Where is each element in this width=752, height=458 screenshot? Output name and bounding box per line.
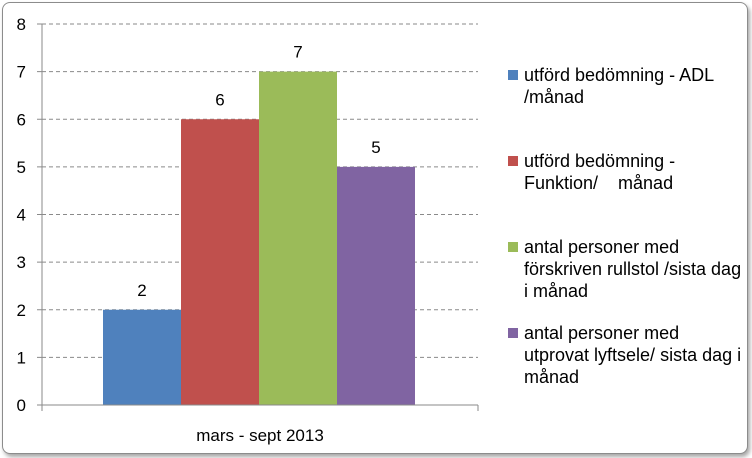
data-label: 7 — [293, 43, 302, 62]
y-tick-label: 6 — [17, 110, 26, 129]
y-tick-label: 3 — [17, 253, 26, 272]
bar — [103, 309, 181, 405]
legend-label-adl: utförd bedömning - ADL /månad — [524, 65, 719, 107]
x-category-label: mars - sept 2013 — [196, 426, 324, 445]
data-label: 5 — [371, 138, 380, 157]
legend-swatch-rullstol — [508, 242, 518, 252]
bar — [181, 119, 259, 405]
bar — [259, 71, 337, 405]
bar — [337, 166, 415, 405]
legend-swatch-adl — [508, 70, 518, 80]
data-label: 2 — [137, 281, 146, 300]
y-tick-label: 2 — [17, 301, 26, 320]
legend-label-rullstol: antal personer med förskriven rullstol /… — [524, 237, 747, 301]
y-tick-label: 7 — [17, 63, 26, 82]
legend-label-funktion: utförd bedömning - Funktion/ månad — [524, 151, 681, 193]
legend-swatch-lyftsele — [508, 328, 518, 338]
y-tick-label: 1 — [17, 348, 26, 367]
y-tick-label: 4 — [17, 206, 26, 225]
legend-label-lyftsele: antal personer med utprovat lyftsele/ si… — [524, 323, 747, 387]
y-tick-label: 8 — [17, 15, 26, 34]
y-tick-label: 5 — [17, 158, 26, 177]
data-label: 6 — [215, 90, 224, 109]
y-tick-label: 0 — [17, 396, 26, 415]
legend-swatch-funktion — [508, 156, 518, 166]
